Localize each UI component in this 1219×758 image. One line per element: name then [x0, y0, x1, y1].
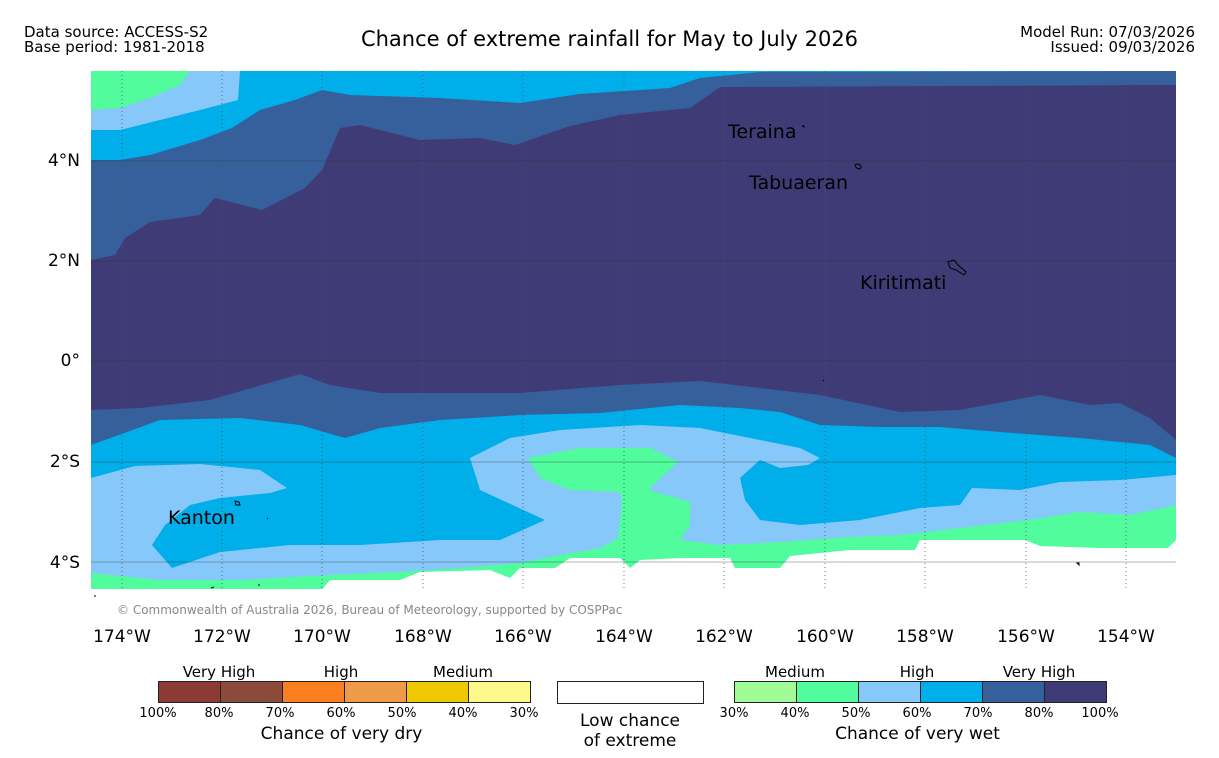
small-island-1	[266, 517, 269, 520]
model-run-text: Model Run: 07/03/2026	[1020, 23, 1195, 41]
dry-swatch-4	[406, 682, 468, 702]
kiritimati-island	[947, 259, 967, 276]
copyright-notice: © Commonwealth of Australia 2026, Bureau…	[117, 603, 623, 617]
lon-label-160w: 160°W	[796, 627, 854, 647]
wet-tick-0: 30%	[719, 706, 749, 721]
small-island-2	[1075, 562, 1080, 567]
tabuaeran-island	[854, 163, 862, 170]
lon-label-158w: 158°W	[896, 627, 954, 647]
dry-tick-2: 70%	[265, 706, 295, 721]
wet-category-medium: Medium	[765, 663, 825, 681]
map-title: Chance of extreme rainfall for May to Ju…	[360, 27, 859, 51]
low-chance-swatch	[557, 681, 704, 704]
dry-color-bar	[158, 681, 531, 703]
lon-label-170w: 170°W	[293, 627, 351, 647]
issued-text: Issued: 09/03/2026	[1050, 38, 1195, 56]
base-period-text: Base period: 1981-2018	[24, 38, 205, 56]
zone-wet-60-north	[91, 71, 1176, 160]
place-label-kiritimati: Kiritimati	[860, 272, 947, 294]
lat-label-0: 0°	[60, 351, 80, 371]
teraina-island	[801, 125, 805, 128]
wet-tick-2: 50%	[841, 706, 871, 721]
rainfall-map	[91, 71, 1176, 597]
dry-tick-1: 80%	[204, 706, 234, 721]
dry-tick-4: 50%	[387, 706, 417, 721]
small-island-3	[210, 586, 215, 589]
wet-category-very-high: Very High	[1002, 663, 1076, 681]
dry-tick-0: 100%	[139, 706, 177, 721]
lon-label-162w: 162°W	[695, 627, 753, 647]
dry-category-medium: Medium	[433, 663, 493, 681]
lat-label-4n: 4°N	[47, 151, 80, 171]
wet-category-high: High	[899, 663, 935, 681]
wet-swatch-5	[1044, 682, 1106, 702]
dry-swatch-5	[468, 682, 530, 702]
place-label-teraina: Teraina	[728, 121, 797, 143]
header-left: Data source: ACCESS-S2 Base period: 1981…	[24, 25, 208, 55]
wet-swatch-1	[796, 682, 858, 702]
dry-tick-6: 30%	[509, 706, 539, 721]
lat-label-2s: 2°S	[49, 452, 80, 472]
wet-tick-4: 70%	[963, 706, 993, 721]
dry-legend-label: Chance of very dry	[260, 724, 423, 744]
lon-label-154w: 154°W	[1097, 627, 1155, 647]
lon-label-156w: 156°W	[997, 627, 1055, 647]
latitude-lines	[91, 160, 1176, 563]
wet-swatch-4	[982, 682, 1044, 702]
data-source-text: Data source: ACCESS-S2	[24, 23, 209, 41]
lon-label-166w: 166°W	[494, 627, 552, 647]
dry-swatch-3	[344, 682, 406, 702]
dry-category-very-high: Very High	[182, 663, 256, 681]
zone-low-chance	[322, 540, 1176, 589]
kanton-island	[234, 500, 241, 506]
low-chance-line-2: of extreme	[583, 731, 677, 751]
zone-very-wet-70-north	[91, 71, 1176, 260]
wet-swatch-0	[735, 682, 796, 702]
low-chance-line-1: Low chance	[580, 711, 680, 731]
wet-tick-5: 80%	[1024, 706, 1054, 721]
lat-label-2n: 2°N	[47, 251, 80, 271]
zone-wet-40-north	[91, 71, 190, 110]
wet-tick-3: 60%	[902, 706, 932, 721]
lat-label-4s: 4°S	[49, 553, 80, 573]
dry-tick-3: 60%	[326, 706, 356, 721]
lon-label-174w: 174°W	[93, 627, 151, 647]
wet-tick-1: 40%	[780, 706, 810, 721]
low-chance-label: Low chance of extreme	[545, 711, 715, 751]
place-label-kanton: Kanton	[168, 507, 235, 529]
lon-label-172w: 172°W	[193, 627, 251, 647]
dry-category-high: High	[323, 663, 359, 681]
dry-tick-5: 40%	[448, 706, 478, 721]
wet-legend-label: Chance of very wet	[835, 724, 1000, 744]
dry-swatch-0	[159, 682, 220, 702]
header-right: Model Run: 07/03/2026 Issued: 09/03/2026	[1020, 25, 1195, 55]
dry-swatch-1	[220, 682, 282, 702]
wet-swatch-3	[920, 682, 982, 702]
small-island-5	[822, 379, 825, 382]
wet-swatch-2	[858, 682, 920, 702]
place-label-tabuaeran: Tabuaeran	[749, 172, 849, 194]
lon-label-168w: 168°W	[394, 627, 452, 647]
wet-tick-6: 100%	[1081, 706, 1119, 721]
dry-swatch-2	[282, 682, 344, 702]
islands	[210, 125, 1080, 589]
wet-color-bar	[734, 681, 1107, 703]
lon-label-164w: 164°W	[595, 627, 653, 647]
